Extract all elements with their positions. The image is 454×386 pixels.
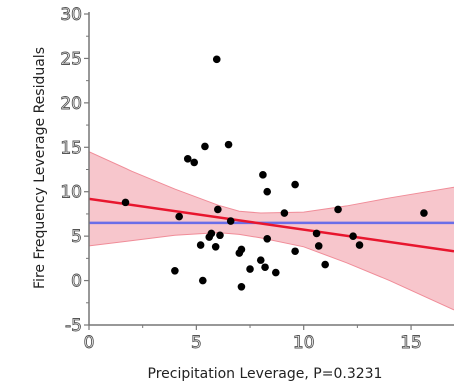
- data-point: [190, 158, 199, 167]
- data-point: [201, 142, 209, 151]
- data-point: [171, 266, 179, 275]
- y-tick-label: 10: [60, 183, 82, 203]
- x-tick-label: 15: [400, 333, 422, 353]
- data-point: [291, 180, 299, 189]
- x-tick-label: 10: [293, 333, 315, 353]
- reference-lines-layer: [89, 197, 454, 253]
- data-point: [198, 276, 207, 285]
- y-tick-label: -5: [65, 316, 82, 336]
- y-tick-label: 0: [71, 272, 82, 292]
- data-point: [263, 235, 272, 243]
- data-point: [280, 209, 289, 217]
- data-point: [420, 209, 428, 217]
- y-tick-label: 15: [60, 138, 82, 158]
- data-point: [216, 231, 224, 240]
- data-point: [256, 256, 265, 264]
- data-point: [261, 263, 269, 272]
- data-point: [314, 242, 323, 250]
- confidence-lower-edge: [89, 232, 454, 311]
- y-tick-label: 25: [60, 49, 82, 69]
- data-point: [175, 212, 183, 221]
- data-point: [349, 232, 357, 240]
- data-point: [237, 245, 246, 254]
- data-point: [212, 55, 221, 64]
- data-point: [263, 187, 272, 196]
- data-point: [226, 217, 235, 225]
- data-point: [355, 241, 364, 249]
- x-axis-title: Precipitation Leverage, P=0.3231: [148, 366, 383, 382]
- data-point: [196, 241, 205, 249]
- data-point: [211, 243, 220, 251]
- confidence-band-layer: [89, 151, 454, 311]
- data-point: [246, 265, 254, 273]
- fit-line: [89, 197, 454, 253]
- x-tick-label: 0: [84, 333, 95, 353]
- data-point: [121, 198, 130, 207]
- data-point: [321, 260, 329, 269]
- confidence-upper-edge: [89, 151, 454, 214]
- data-point: [334, 205, 342, 214]
- data-point: [224, 140, 233, 149]
- data-point: [271, 268, 280, 277]
- data-point: [183, 155, 192, 163]
- y-tick-label: 5: [71, 227, 82, 247]
- x-tick-label: 5: [191, 333, 202, 353]
- data-point: [207, 229, 216, 238]
- data-points-layer: [121, 55, 428, 291]
- data-point: [237, 282, 246, 291]
- data-point: [291, 247, 299, 256]
- data-point: [259, 171, 267, 179]
- y-axis-title: Fire Frequency Leverage Residuals: [32, 47, 48, 289]
- y-tick-label: 20: [60, 94, 82, 114]
- data-point: [312, 229, 321, 238]
- y-tick-label: 30: [60, 5, 82, 25]
- data-point: [214, 205, 222, 214]
